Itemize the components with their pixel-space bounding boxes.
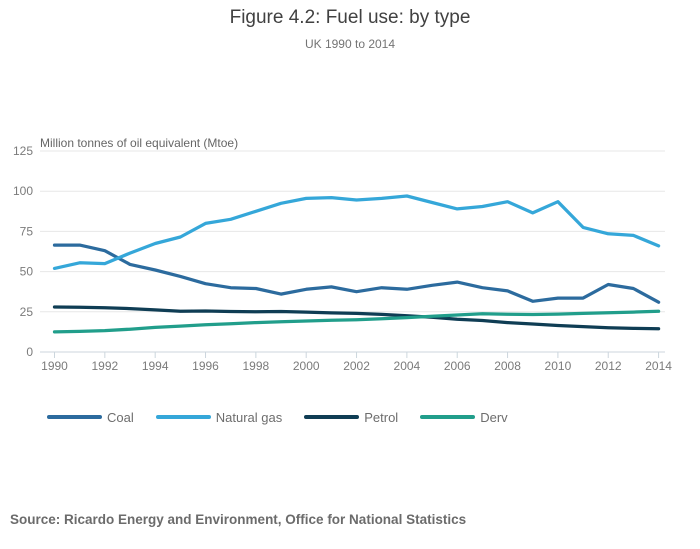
y-axis-unit-label: Million tonnes of oil equivalent (Mtoe) bbox=[40, 136, 238, 150]
x-tick-label: 2014 bbox=[645, 359, 672, 373]
legend-swatch-derv bbox=[420, 415, 476, 419]
legend-swatch-natural-gas bbox=[155, 415, 211, 419]
series-line-derv bbox=[52, 309, 661, 334]
x-tick-label: 2010 bbox=[545, 359, 572, 373]
chart-title: Figure 4.2: Fuel use: by type bbox=[229, 7, 471, 28]
y-tick-label: 0 bbox=[26, 345, 33, 359]
legend: Coal Natural gas Petrol Derv bbox=[47, 408, 508, 426]
y-tick-label: 75 bbox=[20, 224, 34, 238]
series-line-natural-gas bbox=[52, 194, 661, 271]
series-line-coal bbox=[52, 243, 661, 304]
y-tick-label: 125 bbox=[13, 144, 33, 158]
line-chart-plot-area: Million tonnes of oil equivalent (Mtoe) … bbox=[13, 136, 672, 373]
legend-label-natural-gas: Natural gas bbox=[215, 409, 283, 425]
x-tick-label: 2002 bbox=[343, 359, 370, 373]
x-tick-label: 1990 bbox=[41, 359, 68, 373]
legend-label-petrol: Petrol bbox=[364, 409, 399, 425]
y-tick-label: 50 bbox=[20, 265, 34, 279]
y-tick-label: 100 bbox=[13, 184, 33, 198]
series-line-petrol bbox=[52, 305, 661, 331]
x-tick-label: 2008 bbox=[494, 359, 521, 373]
x-tick-label: 1998 bbox=[243, 359, 270, 373]
chart-subtitle: UK 1990 to 2014 bbox=[304, 37, 396, 51]
legend-label-coal: Coal bbox=[107, 409, 134, 425]
x-tick-label: 2004 bbox=[394, 359, 421, 373]
x-tick-label: 2012 bbox=[595, 359, 622, 373]
legend-item-natural-gas[interactable]: Natural gas bbox=[155, 409, 283, 425]
x-tick-label: 1996 bbox=[192, 359, 219, 373]
source-text: Source: Ricardo Energy and Environment, … bbox=[10, 512, 467, 527]
legend-swatch-petrol bbox=[304, 415, 360, 419]
legend-swatch-coal bbox=[47, 415, 102, 419]
legend-label-derv: Derv bbox=[480, 409, 508, 425]
x-tick-label: 2000 bbox=[293, 359, 320, 373]
x-tick-label: 1994 bbox=[142, 359, 169, 373]
legend-item-derv[interactable]: Derv bbox=[420, 409, 508, 425]
y-tick-label: 25 bbox=[20, 305, 34, 319]
legend-item-coal[interactable]: Coal bbox=[47, 410, 134, 425]
legend-item-petrol[interactable]: Petrol bbox=[304, 410, 398, 425]
x-tick-label: 2006 bbox=[444, 359, 471, 373]
x-tick-label: 1992 bbox=[91, 359, 118, 373]
